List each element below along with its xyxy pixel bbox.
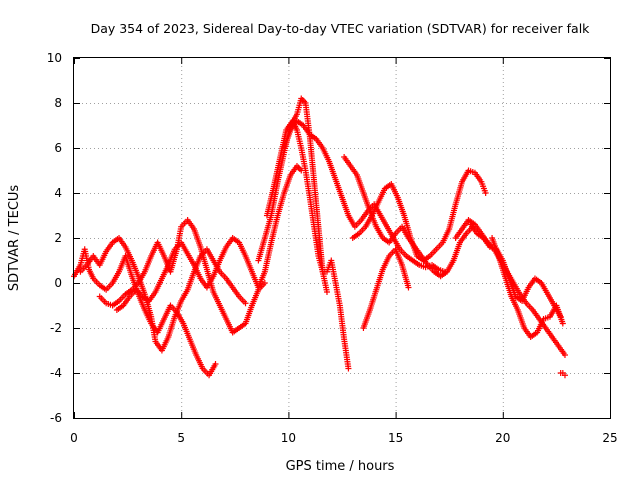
y-axis-label: SDTVAR / TECUs (7, 185, 22, 292)
series-track-10 (360, 246, 412, 331)
series-track-14 (557, 370, 568, 379)
data-point (212, 361, 219, 367)
data-point (559, 320, 566, 327)
series-track-6 (263, 118, 352, 372)
data-point (561, 372, 568, 379)
chart-title: Day 354 of 2023, Sidereal Day-to-day VTE… (91, 21, 591, 36)
y-tick-label: 10 (47, 51, 62, 65)
x-tick-label: 15 (388, 431, 403, 445)
plot-frame (73, 57, 611, 419)
data-point (345, 365, 352, 372)
y-tick-label: -4 (50, 366, 62, 380)
series-track-2 (77, 235, 249, 354)
series-track-13 (489, 235, 566, 340)
series-track-4 (113, 163, 305, 313)
data-point (323, 289, 330, 295)
x-tick-label: 5 (177, 431, 185, 445)
series-track-5 (255, 95, 330, 295)
x-tick-label: 20 (495, 431, 510, 445)
y-tick-label: 8 (54, 96, 62, 110)
grid (74, 58, 610, 418)
data-point (482, 190, 489, 196)
x-tick-label: 25 (602, 431, 617, 445)
x-tick-label: 10 (281, 431, 296, 445)
x-tick-label: 0 (70, 431, 78, 445)
y-tick-label: 2 (54, 231, 62, 245)
data-marks (71, 95, 568, 379)
data-point (242, 300, 249, 307)
y-tick-label: 4 (54, 186, 62, 200)
series-track-3 (96, 217, 268, 336)
y-tick-label: 6 (54, 141, 62, 155)
x-axis-label: GPS time / hours (286, 459, 395, 474)
series-track-8 (341, 154, 476, 280)
y-tick-label: -2 (50, 321, 62, 335)
data-point (405, 284, 412, 291)
y-tick-label: 0 (54, 276, 62, 290)
y-tick-label: -6 (50, 411, 62, 425)
y-tick-labels: -6 -4 -2 0 2 4 6 8 10 (47, 51, 62, 425)
x-tick-labels: 0 5 10 15 20 25 (70, 431, 617, 445)
data-point (561, 352, 568, 358)
series-track-9 (349, 167, 489, 264)
